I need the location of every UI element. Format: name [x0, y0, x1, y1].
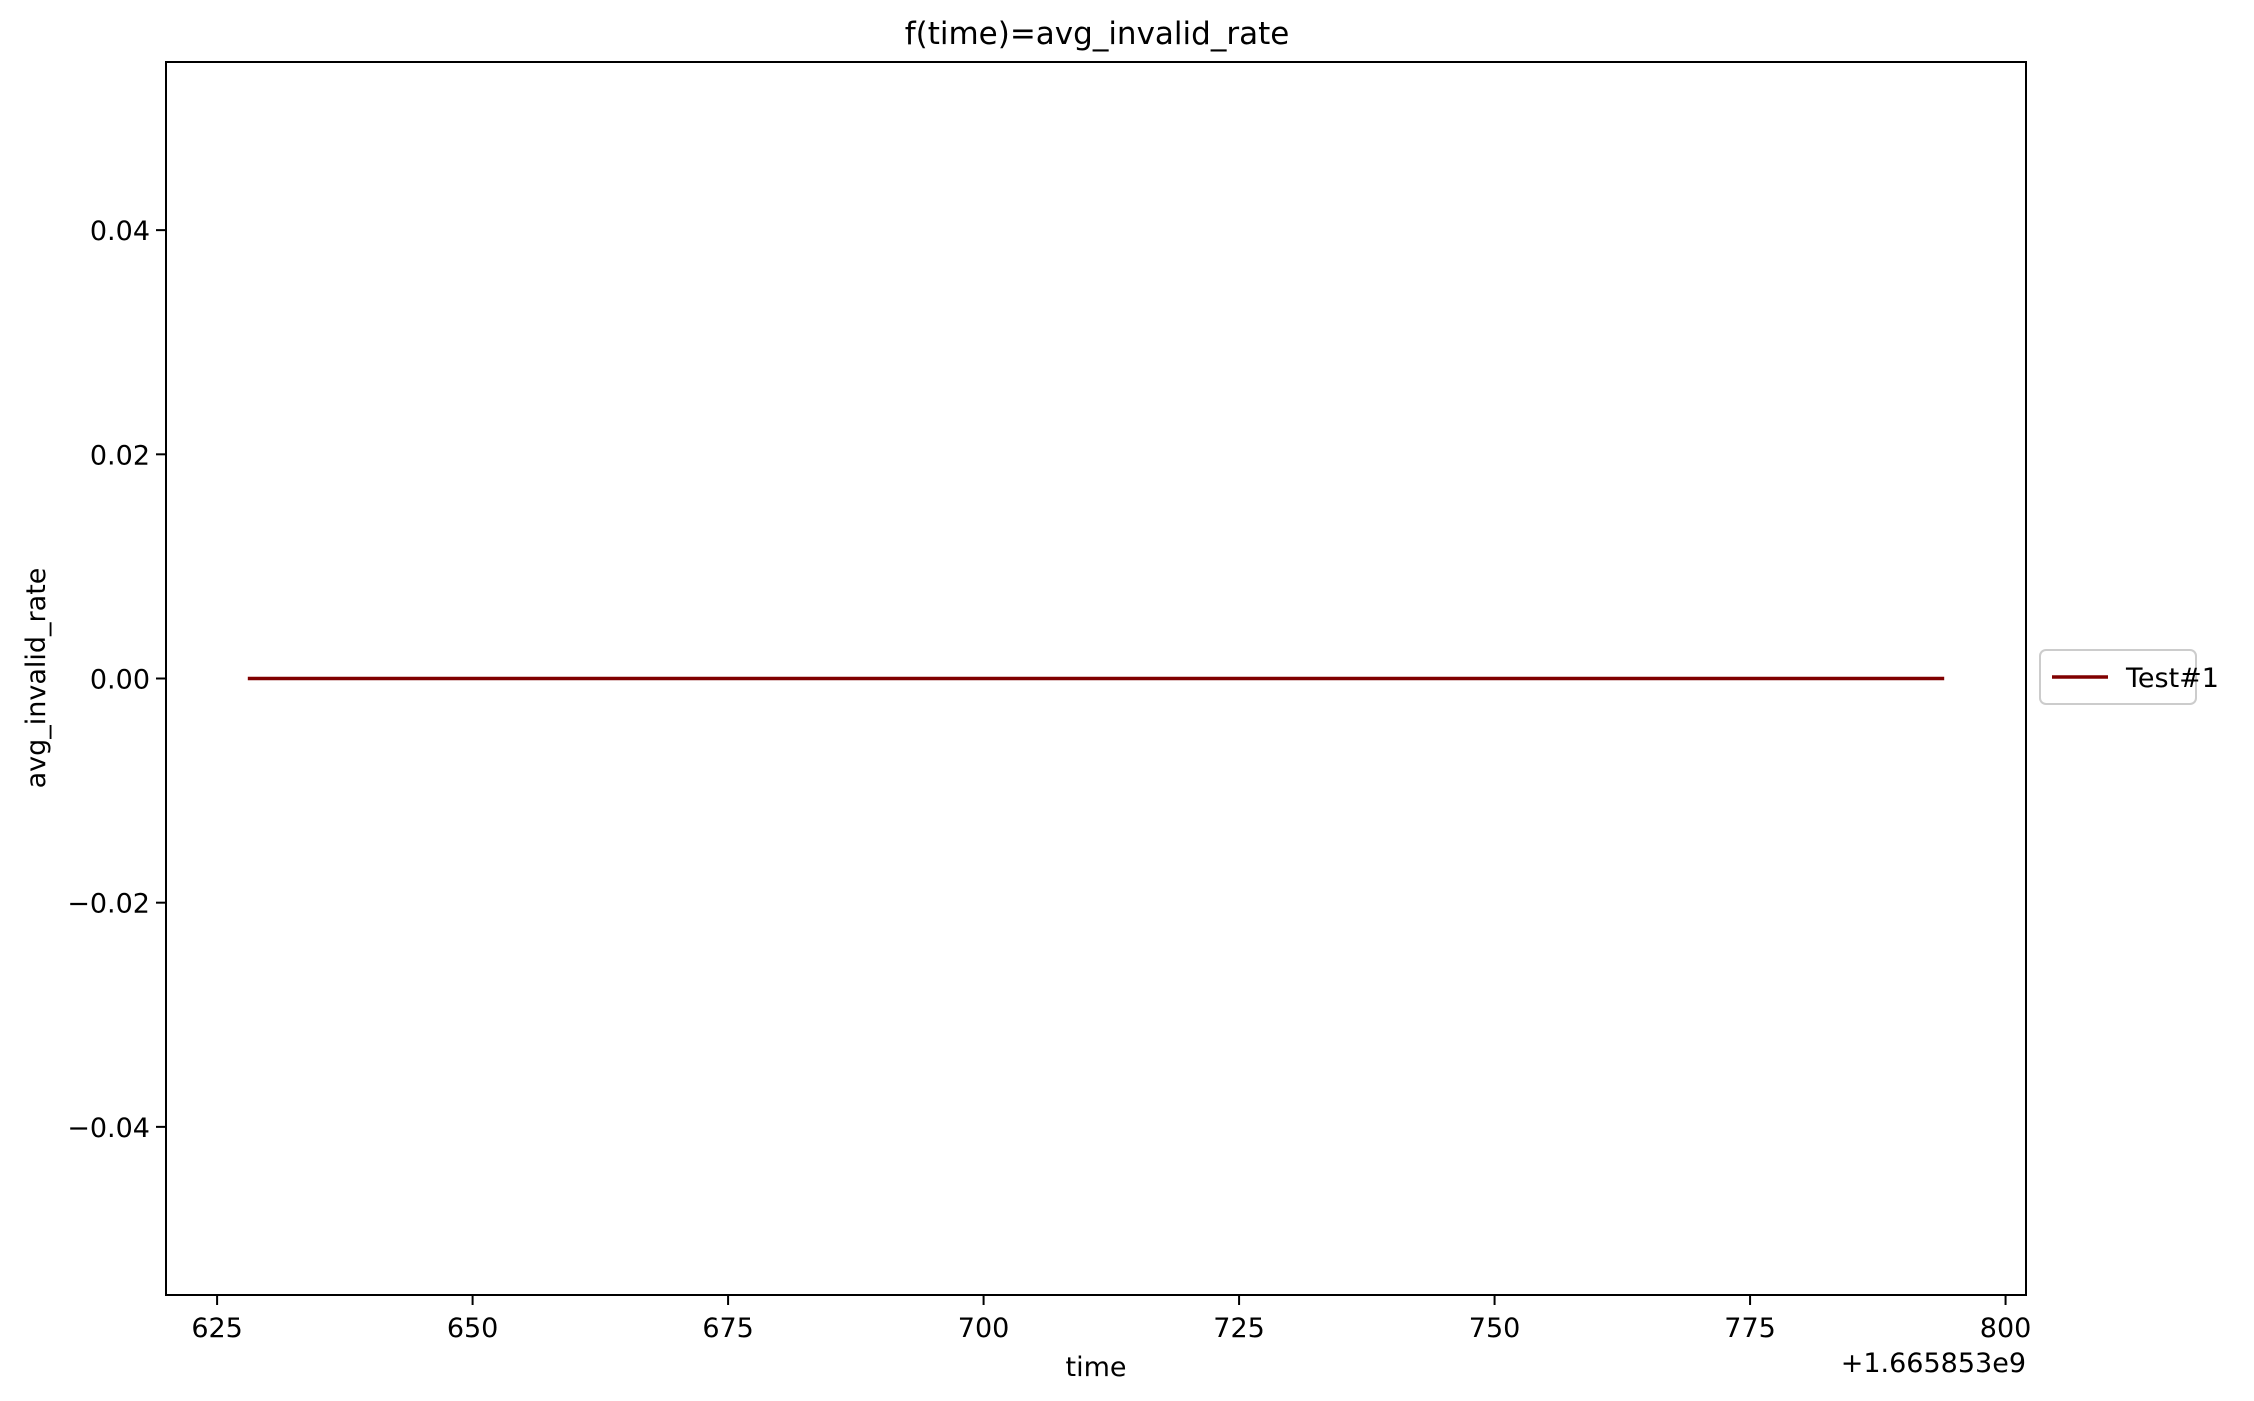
- y-tick-label-0p04: 0.04: [90, 216, 150, 247]
- x-axis: 625 650 675 700 725 750 775 800: [191, 1295, 2031, 1344]
- x-tick-label-625: 625: [191, 1313, 243, 1344]
- x-tick-label-800: 800: [1980, 1313, 2032, 1344]
- chart-title: f(time)=avg_invalid_rate: [905, 16, 1290, 52]
- y-tick-label-neg0p04: −0.04: [67, 1113, 150, 1144]
- x-tick-label-650: 650: [447, 1313, 499, 1344]
- x-tick-label-675: 675: [702, 1313, 754, 1344]
- x-tick-label-700: 700: [958, 1313, 1010, 1344]
- x-tick-label-750: 750: [1469, 1313, 1521, 1344]
- x-axis-label: time: [1065, 1352, 1126, 1383]
- y-axis: −0.04 −0.02 0.00 0.02 0.04: [67, 216, 166, 1144]
- x-tick-label-775: 775: [1724, 1313, 1776, 1344]
- y-tick-label-neg0p02: −0.02: [67, 889, 150, 920]
- legend: Test#1: [2039, 649, 2219, 705]
- x-axis-offset-label: +1.665853e9: [1841, 1348, 2026, 1379]
- legend-label-test-1: Test#1: [2125, 663, 2219, 694]
- y-tick-label-0: 0.00: [90, 665, 150, 696]
- y-axis-label: avg_invalid_rate: [21, 568, 52, 789]
- legend-frame: [2039, 649, 2197, 705]
- x-tick-label-725: 725: [1213, 1313, 1265, 1344]
- y-tick-label-0p02: 0.02: [90, 440, 150, 471]
